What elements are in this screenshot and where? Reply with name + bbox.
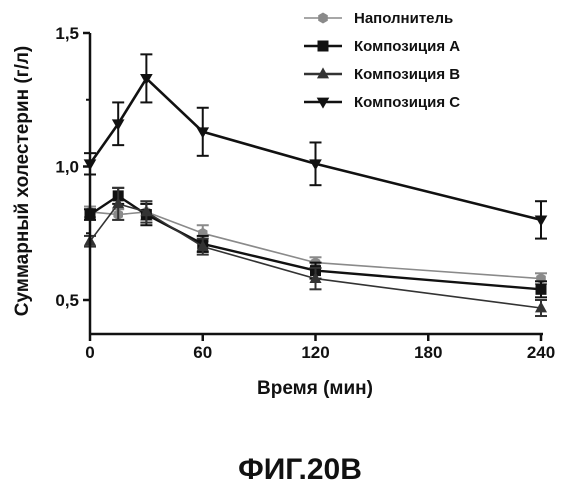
- figure-caption: ФИГ.20B: [238, 453, 362, 486]
- y-tick-label: 0,5: [55, 291, 79, 310]
- x-tick-label: 120: [301, 343, 329, 362]
- legend-item-4: Композиция C: [304, 94, 460, 111]
- legend-label: Композиция B: [354, 66, 460, 83]
- y-tick-label: 1,0: [55, 158, 79, 177]
- series-3: [84, 188, 547, 316]
- x-tick-label: 0: [85, 343, 94, 362]
- x-tick-label: 240: [527, 343, 555, 362]
- data-point: [536, 284, 547, 295]
- x-axis-title: Время (мин): [257, 378, 373, 399]
- series-line: [90, 204, 541, 308]
- x-tick-label: 60: [193, 343, 212, 362]
- y-axis-title: Суммарный холестерин (г/л): [12, 46, 33, 317]
- legend-label: Композиция A: [354, 38, 460, 55]
- x-tick-label: 180: [414, 343, 442, 362]
- data-point: [535, 216, 548, 227]
- legend-item-3: Композиция B: [304, 66, 460, 83]
- legend-label: Наполнитель: [354, 10, 453, 27]
- legend-marker: [318, 13, 328, 24]
- chart-legend: Наполнитель Композиция A Композиция B Компо…: [304, 10, 460, 111]
- chart-plot-area: [84, 54, 548, 316]
- y-tick-label: 1,5: [55, 24, 79, 43]
- legend-item-1: Наполнитель: [304, 10, 453, 27]
- legend-marker: [318, 41, 329, 52]
- legend-label: Композиция C: [354, 94, 460, 111]
- legend-item-2: Композиция A: [304, 38, 460, 55]
- series-4: [84, 54, 548, 238]
